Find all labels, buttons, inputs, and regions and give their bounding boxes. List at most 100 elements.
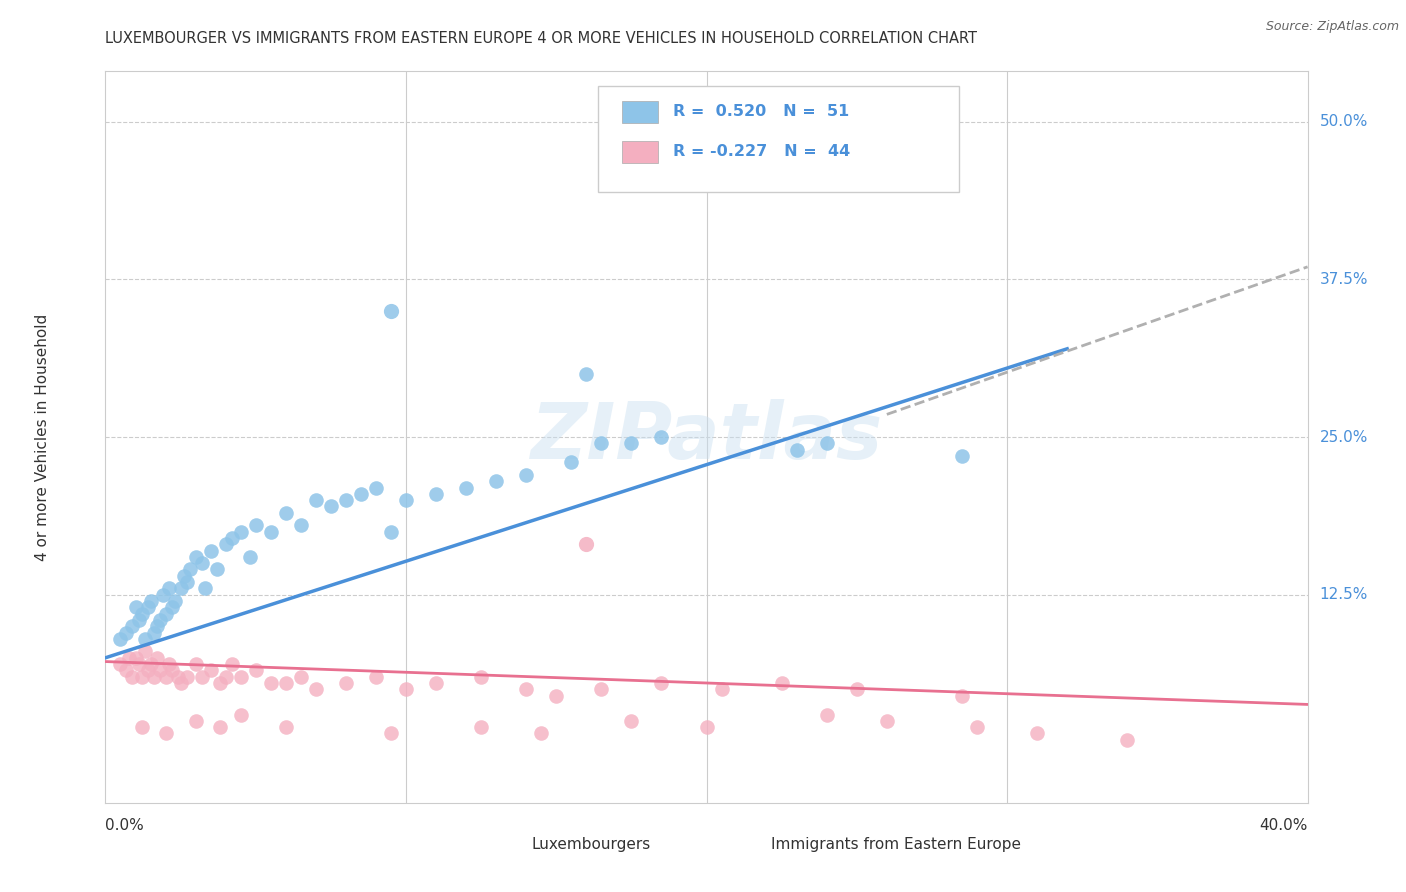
Point bbox=[319, 500, 342, 514]
Point bbox=[152, 588, 174, 602]
Point bbox=[966, 720, 988, 734]
Point bbox=[876, 714, 898, 728]
Text: Luxembourgers: Luxembourgers bbox=[531, 837, 650, 852]
Point bbox=[1026, 726, 1049, 740]
Point bbox=[160, 664, 183, 678]
Text: 25.0%: 25.0% bbox=[1320, 430, 1368, 444]
Point bbox=[515, 467, 537, 482]
Point bbox=[620, 714, 643, 728]
Point bbox=[650, 676, 672, 690]
Point bbox=[169, 582, 191, 596]
Point bbox=[696, 720, 718, 734]
Point bbox=[148, 613, 170, 627]
Point bbox=[155, 607, 177, 621]
Point bbox=[160, 600, 183, 615]
Point bbox=[115, 664, 138, 678]
Point bbox=[190, 670, 212, 684]
Point bbox=[845, 682, 868, 697]
FancyBboxPatch shape bbox=[599, 86, 959, 192]
Point bbox=[214, 537, 236, 551]
Point bbox=[115, 625, 138, 640]
Point bbox=[1116, 732, 1139, 747]
Point bbox=[176, 670, 198, 684]
Point bbox=[260, 676, 283, 690]
Point bbox=[395, 682, 418, 697]
Point bbox=[134, 632, 156, 646]
Point bbox=[470, 670, 492, 684]
Point bbox=[131, 720, 153, 734]
Point bbox=[815, 707, 838, 722]
Point bbox=[425, 676, 447, 690]
Point bbox=[142, 625, 165, 640]
Point bbox=[591, 682, 613, 697]
Text: 37.5%: 37.5% bbox=[1320, 272, 1368, 287]
Point bbox=[179, 562, 201, 576]
Point bbox=[131, 670, 153, 684]
Point bbox=[290, 670, 312, 684]
Point bbox=[124, 600, 146, 615]
Point bbox=[335, 493, 357, 508]
Point bbox=[786, 171, 808, 186]
Point bbox=[260, 524, 283, 539]
Point bbox=[214, 670, 236, 684]
Text: 12.5%: 12.5% bbox=[1320, 587, 1368, 602]
Point bbox=[364, 670, 387, 684]
Point bbox=[142, 670, 165, 684]
Text: Source: ZipAtlas.com: Source: ZipAtlas.com bbox=[1265, 20, 1399, 33]
Point bbox=[245, 664, 267, 678]
Text: R =  0.520   N =  51: R = 0.520 N = 51 bbox=[673, 104, 849, 120]
Point bbox=[485, 474, 508, 488]
Text: Immigrants from Eastern Europe: Immigrants from Eastern Europe bbox=[772, 837, 1021, 852]
Point bbox=[221, 657, 243, 671]
Point bbox=[205, 562, 228, 576]
Point bbox=[229, 524, 252, 539]
Point bbox=[184, 657, 207, 671]
Text: 50.0%: 50.0% bbox=[1320, 114, 1368, 129]
Point bbox=[815, 436, 838, 450]
Point bbox=[110, 632, 132, 646]
Point bbox=[194, 582, 217, 596]
Point bbox=[121, 619, 143, 633]
Point bbox=[124, 650, 146, 665]
Point bbox=[710, 682, 733, 697]
Point bbox=[208, 676, 231, 690]
Point bbox=[470, 720, 492, 734]
Point bbox=[184, 549, 207, 564]
Point bbox=[770, 676, 793, 690]
Point bbox=[274, 676, 297, 690]
Point bbox=[166, 670, 188, 684]
Point bbox=[950, 449, 973, 463]
Point bbox=[350, 487, 373, 501]
Point bbox=[136, 664, 159, 678]
Text: 4 or more Vehicles in Household: 4 or more Vehicles in Household bbox=[35, 313, 51, 561]
Text: 40.0%: 40.0% bbox=[1260, 818, 1308, 833]
Point bbox=[190, 556, 212, 570]
Point bbox=[200, 543, 222, 558]
Point bbox=[274, 720, 297, 734]
Point bbox=[380, 524, 402, 539]
Point bbox=[786, 442, 808, 457]
Text: LUXEMBOURGER VS IMMIGRANTS FROM EASTERN EUROPE 4 OR MORE VEHICLES IN HOUSEHOLD C: LUXEMBOURGER VS IMMIGRANTS FROM EASTERN … bbox=[105, 31, 977, 46]
Point bbox=[650, 430, 672, 444]
Point bbox=[239, 549, 262, 564]
FancyBboxPatch shape bbox=[623, 141, 658, 162]
Point bbox=[591, 436, 613, 450]
Point bbox=[575, 537, 598, 551]
Point bbox=[128, 657, 150, 671]
Point bbox=[229, 707, 252, 722]
Point bbox=[305, 493, 328, 508]
Point bbox=[395, 493, 418, 508]
Point bbox=[118, 650, 141, 665]
Point bbox=[173, 569, 195, 583]
Point bbox=[620, 436, 643, 450]
Point bbox=[139, 657, 162, 671]
Point bbox=[148, 664, 170, 678]
Point bbox=[380, 726, 402, 740]
Point bbox=[950, 689, 973, 703]
Point bbox=[169, 676, 191, 690]
Text: R = -0.227   N =  44: R = -0.227 N = 44 bbox=[673, 145, 851, 160]
Point bbox=[128, 613, 150, 627]
Point bbox=[454, 481, 477, 495]
Point bbox=[157, 582, 180, 596]
Point bbox=[290, 518, 312, 533]
